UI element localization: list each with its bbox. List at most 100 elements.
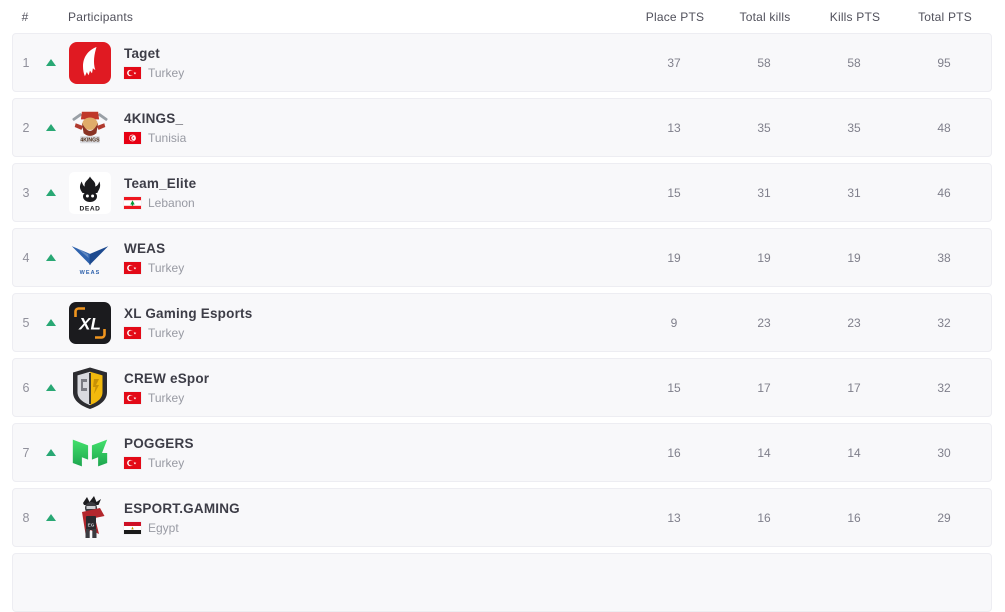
total-pts-value: 48: [937, 120, 951, 135]
rank-up-icon: [46, 319, 56, 326]
rank-number: 6: [22, 380, 30, 395]
country-line: Turkey: [124, 391, 209, 405]
turkey-flag: [124, 456, 141, 469]
country-line: Egypt: [124, 521, 240, 535]
kills-pts-value: 31: [847, 185, 861, 200]
kills-pts-value: 19: [847, 250, 861, 265]
country-name: Turkey: [148, 455, 185, 470]
row-stats-group: 9 23 23 32: [629, 316, 989, 330]
rank-up-icon: [46, 449, 56, 456]
team-info: CREW eSpor Turkey: [124, 371, 209, 405]
country-name: Turkey: [148, 390, 185, 405]
total-pts-value: 32: [937, 380, 951, 395]
tunisia-flag: [124, 131, 141, 144]
table-row[interactable]: 5 XL XL Gaming Esports Turkey 9 23 23 32: [12, 293, 992, 352]
rank-up-icon: [46, 254, 56, 261]
header-kills-pts: Kills PTS: [829, 9, 881, 24]
total-pts-value: 38: [937, 250, 951, 265]
row-stats-group: 13 35 35 48: [629, 121, 989, 135]
kills-pts-value: 16: [847, 510, 861, 525]
svg-text:4KINGS: 4KINGS: [80, 137, 100, 143]
taget-wing-logo: [69, 41, 111, 84]
total-kills-value: 58: [757, 55, 771, 70]
total-pts-value: 30: [937, 445, 951, 460]
weas-wings-logo: WEAS: [69, 237, 111, 279]
team-name: Team_Elite: [124, 175, 197, 191]
team-name: XL Gaming Esports: [124, 305, 253, 321]
rank-number: 3: [22, 185, 30, 200]
country-line: Tunisia: [124, 131, 186, 145]
team-name: ESPORT.GAMING: [124, 500, 240, 516]
team-name: POGGERS: [124, 435, 194, 451]
table-row[interactable]: 3 DEAD Team_Elite Lebanon 15 31 31 46: [12, 163, 992, 222]
rank-number: 5: [22, 315, 30, 330]
place-pts-value: 16: [667, 445, 681, 460]
rank-up-icon: [46, 189, 56, 196]
place-pts-value: 15: [667, 185, 681, 200]
total-kills-value: 31: [757, 185, 771, 200]
table-row[interactable]: 2 4KINGS 4KINGS_ Tunisia 13 35 35 48: [12, 98, 992, 157]
kills-pts-value: 58: [847, 55, 861, 70]
country-name: Turkey: [148, 325, 185, 340]
country-name: Turkey: [148, 260, 185, 275]
total-pts-value: 46: [937, 185, 951, 200]
total-kills-value: 17: [757, 380, 771, 395]
team-info: WEAS Turkey: [124, 241, 184, 275]
place-pts-value: 9: [670, 315, 678, 330]
total-kills-value: 23: [757, 315, 771, 330]
table-body: 1 Taget Turkey 37 58 58 95 2 4KINGS 4KIN…: [0, 33, 1005, 612]
table-row[interactable]: 6 CREW eSpor Turkey 15 17 17 32: [12, 358, 992, 417]
row-stats-group: 37 58 58 95: [629, 56, 989, 70]
4kings-king-logo: 4KINGS: [69, 107, 111, 149]
place-pts-value: 19: [667, 250, 681, 265]
team-elite-dead-skull-logo: DEAD: [69, 171, 111, 214]
header-rank: #: [21, 9, 29, 24]
team-info: XL Gaming Esports Turkey: [124, 306, 252, 340]
header-participants: Participants: [68, 9, 134, 24]
place-pts-value: 13: [667, 510, 681, 525]
lebanon-flag: [124, 196, 141, 209]
turkey-flag: [124, 326, 141, 339]
row-stats-group: 15 17 17 32: [629, 381, 989, 395]
total-kills-value: 35: [757, 120, 771, 135]
table-row[interactable]: 1 Taget Turkey 37 58 58 95: [12, 33, 992, 92]
country-name: Tunisia: [148, 130, 187, 145]
svg-text:XL: XL: [78, 314, 101, 333]
header-total-kills: Total kills: [739, 9, 791, 24]
table-row[interactable]: 7 POGGERS Turkey 16 14 14 30: [12, 423, 992, 482]
team-info: ESPORT.GAMING Egypt: [124, 501, 240, 535]
country-line: Turkey: [124, 66, 184, 80]
header-total-pts: Total PTS: [918, 9, 972, 24]
team-info: 4KINGS_ Tunisia: [124, 111, 186, 145]
row-stats-group: 15 31 31 46: [629, 186, 989, 200]
team-name: WEAS: [124, 240, 166, 256]
total-kills-value: 16: [757, 510, 771, 525]
place-pts-value: 13: [667, 120, 681, 135]
team-name: Taget: [124, 45, 161, 61]
rank-number: 4: [22, 250, 30, 265]
place-pts-value: 15: [667, 380, 681, 395]
svg-text:EG: EG: [88, 522, 95, 527]
table-row-partial[interactable]: [12, 553, 992, 612]
country-line: Lebanon: [124, 196, 196, 210]
table-row[interactable]: 4 WEAS WEAS Turkey 19 19 19 38: [12, 228, 992, 287]
rank-up-icon: [46, 384, 56, 391]
team-info: Team_Elite Lebanon: [124, 176, 196, 210]
row-stats-group: 16 14 14 30: [629, 446, 989, 460]
turkey-flag: [124, 66, 141, 79]
svg-text:DEAD: DEAD: [79, 205, 100, 212]
country-line: Turkey: [124, 326, 252, 340]
header-stats-group: Place PTS Total kills Kills PTS Total PT…: [630, 10, 990, 24]
turkey-flag: [124, 261, 141, 274]
country-name: Turkey: [148, 65, 185, 80]
country-name: Lebanon: [148, 195, 195, 210]
team-name: 4KINGS_: [124, 110, 184, 126]
table-row[interactable]: 8 EG ESPORT.GAMING Egypt 13 16 16 29: [12, 488, 992, 547]
total-kills-value: 19: [757, 250, 771, 265]
place-pts-value: 37: [667, 55, 681, 70]
svg-text:WEAS: WEAS: [80, 269, 101, 275]
table-header: # Participants Place PTS Total kills Kil…: [0, 0, 1005, 33]
country-line: Turkey: [124, 261, 184, 275]
rank-number: 1: [22, 55, 30, 70]
